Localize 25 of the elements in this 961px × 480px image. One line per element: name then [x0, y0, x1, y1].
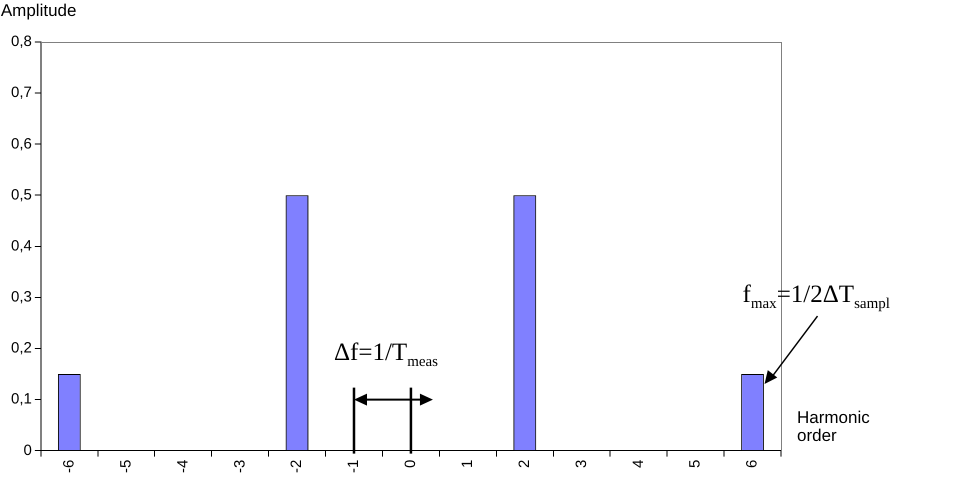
x-tick-label: -6 — [60, 460, 78, 474]
x-tick-label: -2 — [288, 460, 306, 474]
y-tick-label: 0,5 — [10, 186, 32, 204]
x-axis-title: Harmonic order — [797, 408, 871, 446]
y-tick-label: 0,2 — [10, 340, 32, 357]
x-tick-label: 2 — [516, 460, 533, 468]
x-tick-label: 0 — [402, 460, 420, 468]
annotation: Δf=1/T$_{meas}$ — [334, 338, 438, 370]
x-tick-label: 5 — [686, 460, 704, 468]
x-tick-label: -1 — [345, 460, 362, 474]
y-tick-label: 0,3 — [10, 288, 32, 306]
annotation: f$_{max}$=1/2ΔT$_{sampl}$ — [742, 281, 890, 312]
y-tick-label: 0,7 — [10, 84, 32, 102]
x-tick-label: -4 — [174, 460, 192, 474]
y-tick-label: 0,6 — [10, 135, 32, 152]
x-tick-label: 1 — [459, 460, 476, 468]
x-tick-label: 6 — [744, 460, 761, 468]
x-tick-label: -5 — [117, 460, 134, 474]
x-tick-label: 3 — [572, 460, 590, 468]
y-tick-label: 0,8 — [10, 33, 32, 50]
y-axis-title: Amplitude — [0, 1, 76, 21]
x-tick-label: -3 — [231, 460, 248, 474]
y-tick-label: 0,4 — [10, 237, 32, 254]
y-tick-label: 0,1 — [10, 390, 32, 408]
x-tick-label: 4 — [630, 460, 647, 468]
